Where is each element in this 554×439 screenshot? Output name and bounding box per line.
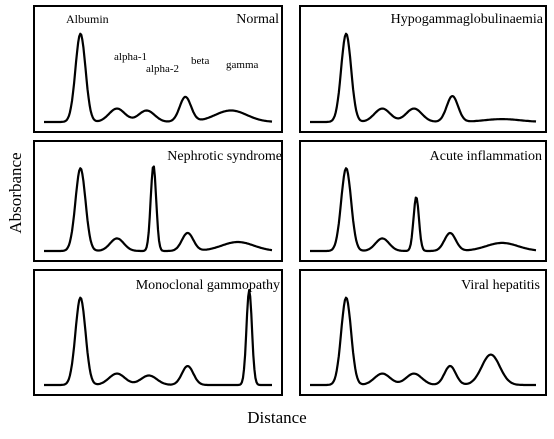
absorbance-curve <box>44 34 272 122</box>
panel-title: Normal <box>236 12 279 27</box>
absorbance-curve <box>310 34 536 122</box>
panel-3: Nephrotic syndrome <box>34 141 282 261</box>
panel-4: Acute inflammation <box>300 141 546 261</box>
peak-label-beta: beta <box>191 55 209 67</box>
peak-label-gamma: gamma <box>226 59 258 71</box>
absorbance-curve <box>310 298 536 385</box>
panel-2: Hypogammaglobulinaemia <box>300 6 546 132</box>
panel-5: Monoclonal gammopathy <box>34 270 282 395</box>
x-axis-label: Distance <box>0 408 554 428</box>
panel-title: Hypogammaglobulinaemia <box>391 12 544 27</box>
y-axis-label-container: Absorbance <box>2 0 30 434</box>
panel-title: Nephrotic syndrome <box>167 149 282 164</box>
peak-label-alpha-1: alpha-1 <box>114 51 147 63</box>
absorbance-curve <box>44 290 272 385</box>
y-axis-label: Absorbance <box>6 152 26 233</box>
panel-6: Viral hepatitis <box>300 270 546 395</box>
panel-title: Monoclonal gammopathy <box>136 278 280 293</box>
absorbance-curve <box>310 168 536 251</box>
peak-label-albumin: Albumin <box>66 12 109 26</box>
peak-label-alpha-2: alpha-2 <box>146 63 179 75</box>
panel-title: Acute inflammation <box>430 149 542 164</box>
panel-title: Viral hepatitis <box>461 278 540 293</box>
absorbance-curve <box>44 167 272 252</box>
